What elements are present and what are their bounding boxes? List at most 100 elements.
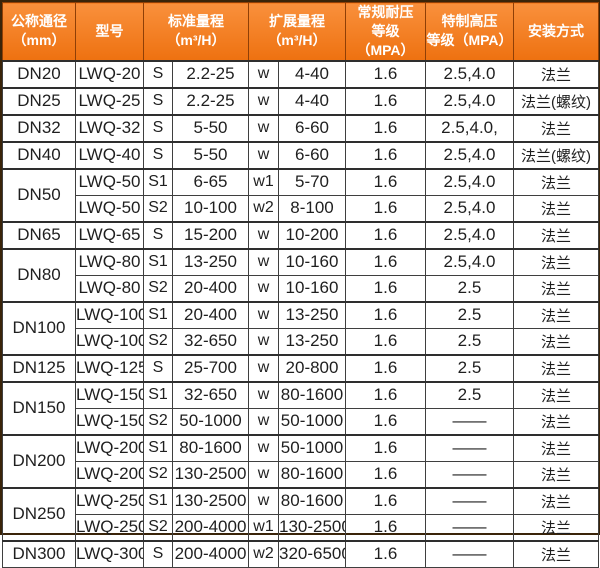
table-row: LWQ-150 S2 50-1000 w 50-1000 1.6 —— 法兰 [3, 407, 599, 436]
install-cell: 法兰 [513, 513, 599, 542]
std-code-cell: S2 [143, 513, 173, 542]
std-code-cell: S2 [143, 407, 173, 436]
dn-group-cell: DN50 [2, 167, 76, 223]
table-row: DN300 LWQ-300 S 200-4000 w2 320-6500 1.6 —— 法兰 [2, 539, 599, 568]
ext-code-cell: w [248, 486, 279, 515]
pressure-normal-cell: 1.6 [345, 86, 426, 116]
pressure-normal-cell: 1.6 [345, 59, 426, 89]
std-range-cell: 20-400 [172, 274, 249, 303]
table-row: DN80 LWQ-80 S1 13-250 w 10-160 1.6 2.5,4.0 法兰 [2, 247, 599, 303]
install-cell: 法兰 [513, 274, 599, 303]
ext-code-cell: w [248, 220, 279, 250]
install-cell: 法兰 [513, 300, 599, 329]
pressure-high-cell: 2.5 [425, 327, 514, 356]
pressure-normal-cell: 1.6 [345, 140, 426, 170]
pressure-high-cell: 2.5,4.0 [425, 247, 514, 276]
dn-group-cell: DN250 [2, 486, 76, 542]
model-cell: LWQ-300 [75, 539, 144, 568]
ext-code-cell: w [248, 247, 279, 276]
pressure-high-cell: 2.5,4.0 [425, 86, 514, 116]
pressure-normal-cell: 1.6 [345, 486, 426, 515]
pressure-high-cell: 2.5,4.0 [425, 59, 514, 89]
std-range-cell: 13-250 [172, 247, 249, 276]
model-cell: LWQ-250 [75, 513, 144, 542]
ext-range-cell: 80-1600 [278, 380, 346, 409]
table-row: DN100 LWQ-100 S1 20-400 w 13-250 1.6 2.5 法兰 [2, 300, 599, 356]
ext-range-cell: 20-800 [278, 353, 346, 383]
table-row: DN65 LWQ-65 S 15-200 w 10-200 1.6 2.5,4.0 法兰 [2, 220, 599, 250]
ext-range-cell: 13-250 [278, 327, 346, 356]
install-cell: 法兰 [513, 460, 599, 489]
std-code-cell: S [143, 220, 173, 250]
table-row: LWQ-200 S2 130-2500 w 80-1600 1.6 —— 法兰 [3, 460, 599, 489]
table-row: LWQ-80 S2 20-400 w 10-160 1.6 2.5 法兰 [3, 274, 599, 303]
table-row: DN200 LWQ-200 S1 80-1600 w 50-1000 1.6 —— 法兰 [2, 433, 599, 489]
pressure-normal-cell: 1.6 [345, 167, 426, 196]
ext-range-cell: 130-2500 [278, 513, 346, 542]
std-code-cell: S1 [143, 167, 173, 196]
pressure-high-cell: 2.5 [425, 380, 514, 409]
dn-group-cell: DN20 [2, 59, 76, 89]
install-cell: 法兰(螺纹) [513, 86, 599, 116]
header-install: 安装方式 [513, 1, 599, 62]
std-range-cell: 5-50 [172, 113, 249, 143]
std-range-cell: 6-65 [172, 167, 249, 196]
header-pressure-normal: 常规耐压 等级（MPA） [345, 1, 426, 62]
model-cell: LWQ-32 [75, 113, 144, 143]
model-cell: LWQ-200 [75, 460, 144, 489]
std-range-cell: 32-650 [172, 380, 249, 409]
ext-code-cell: w1 [248, 513, 279, 542]
dn-group-cell: DN65 [2, 220, 76, 250]
std-code-cell: S [143, 140, 173, 170]
install-cell: 法兰 [513, 380, 599, 409]
model-cell: LWQ-200 [75, 433, 144, 462]
install-cell: 法兰 [513, 194, 599, 223]
pressure-high-cell: 2.5,4.0 [425, 194, 514, 223]
install-cell: 法兰 [513, 353, 599, 383]
table-header: 公称通径 （mm） 型号 标准量程 （m³/H） 扩展量程 （m³/H） 常规耐压 等级… [2, 1, 599, 62]
std-range-cell: 25-700 [172, 353, 249, 383]
pressure-normal-cell: 1.6 [345, 300, 426, 329]
table-row: DN125 LWQ-125 S 25-700 w 20-800 1.6 2.5 法兰 [2, 353, 599, 383]
pressure-normal-cell: 1.6 [345, 460, 426, 489]
pressure-high-cell: —— [425, 513, 514, 542]
dn-group-cell: DN40 [2, 140, 76, 170]
pressure-normal-cell: 1.6 [345, 113, 426, 143]
dn-group-cell: DN25 [2, 86, 76, 116]
table-body: DN20 LWQ-20 S 2.2-25 w 4-40 1.6 2.5,4.0 法兰 DN25 LW… [2, 59, 599, 568]
install-cell: 法兰 [513, 113, 599, 143]
ext-code-cell: w [248, 140, 279, 170]
header-dn: 公称通径 （mm） [2, 1, 76, 62]
ext-range-cell: 8-100 [278, 194, 346, 223]
std-range-cell: 32-650 [172, 327, 249, 356]
install-cell: 法兰 [513, 327, 599, 356]
dn-group-cell: DN100 [2, 300, 76, 356]
pressure-normal-cell: 1.6 [345, 539, 426, 568]
pressure-high-cell: 2.5 [425, 300, 514, 329]
ext-code-cell: w [248, 59, 279, 89]
std-range-cell: 50-1000 [172, 407, 249, 436]
pressure-normal-cell: 1.6 [345, 353, 426, 383]
table-row: DN25 LWQ-25 S 2.2-25 w 4-40 1.6 2.5,4.0 法兰(螺纹) [2, 86, 599, 116]
install-cell: 法兰 [513, 433, 599, 462]
install-cell: 法兰 [513, 539, 599, 568]
std-range-cell: 130-2500 [172, 460, 249, 489]
header-model: 型号 [75, 1, 144, 62]
pressure-high-cell: 2.5,4.0, [425, 113, 514, 143]
std-range-cell: 2.2-25 [172, 59, 249, 89]
ext-range-cell: 10-160 [278, 247, 346, 276]
pressure-high-cell: 2.5,4.0 [425, 140, 514, 170]
std-code-cell: S [143, 113, 173, 143]
model-cell: LWQ-65 [75, 220, 144, 250]
pressure-normal-cell: 1.6 [345, 220, 426, 250]
ext-code-cell: w2 [248, 194, 279, 223]
ext-code-cell: w [248, 300, 279, 329]
ext-range-cell: 50-1000 [278, 433, 346, 462]
ext-range-cell: 4-40 [278, 59, 346, 89]
std-code-cell: S1 [143, 433, 173, 462]
std-range-cell: 130-2500 [172, 486, 249, 515]
std-range-cell: 200-4000 [172, 539, 249, 568]
std-code-cell: S2 [143, 327, 173, 356]
ext-range-cell: 50-1000 [278, 407, 346, 436]
